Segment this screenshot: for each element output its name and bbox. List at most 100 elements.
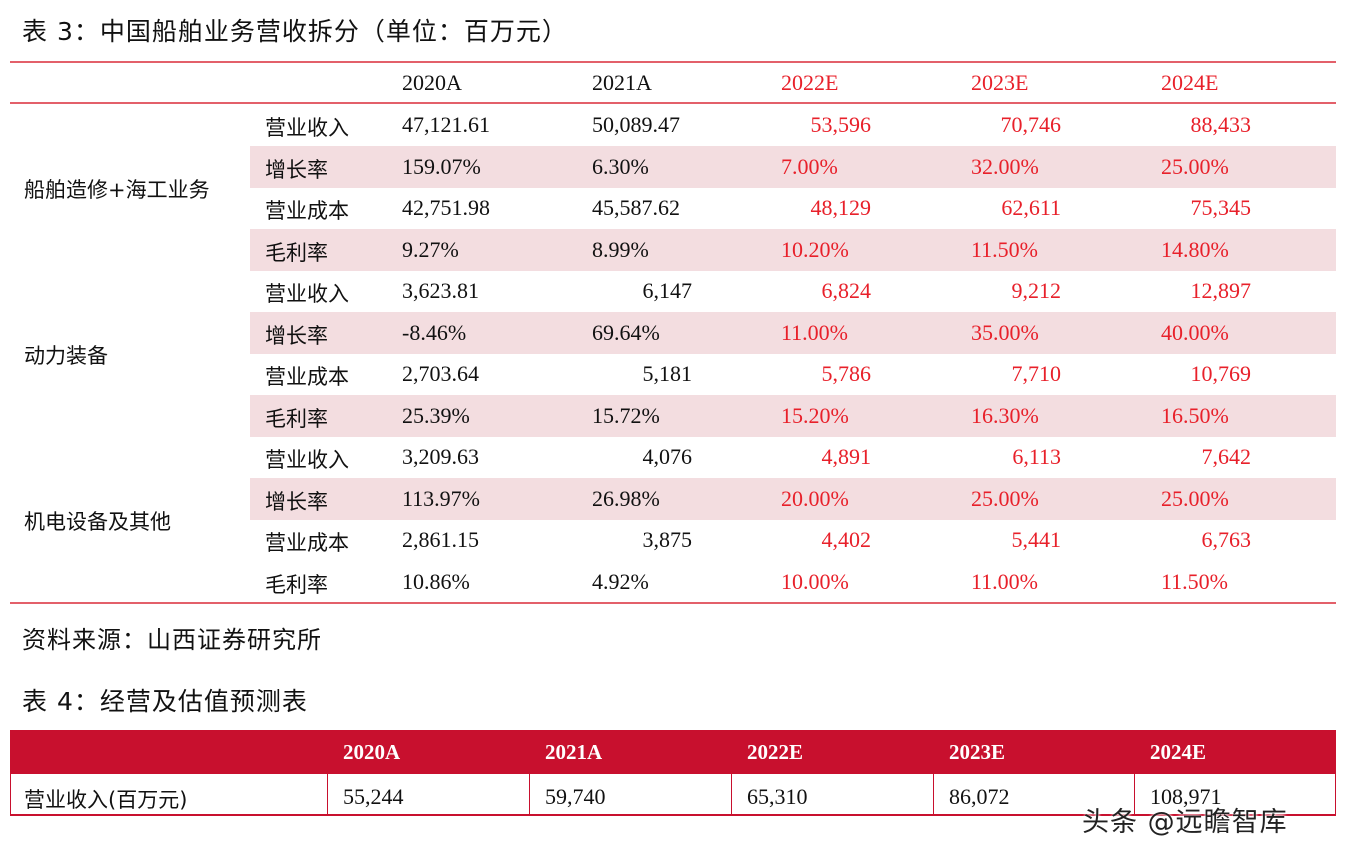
cell-value: 45,587.62 xyxy=(592,195,680,220)
cell-value: 2,861.15 xyxy=(402,527,479,552)
segment-label: 动力装备 xyxy=(24,344,108,368)
cell-value: 6,763 xyxy=(1201,527,1252,552)
cell-value: 25.00% xyxy=(971,486,1039,511)
row-label-revenue: 营业收入(百万元) xyxy=(24,788,188,812)
col-header-2023e: 2023E xyxy=(949,740,1006,764)
cell-value: 113.97% xyxy=(402,486,481,511)
cell-value: 16.30% xyxy=(971,403,1039,428)
cell-value: 70,746 xyxy=(1000,112,1062,137)
table-bottom-rule xyxy=(10,602,1336,604)
cell-value: 26.98% xyxy=(592,486,660,511)
revenue-breakdown-table: 2020A 2021A 2022E 2023E 2024E 船舶造修+海工业务 … xyxy=(10,61,1336,606)
cell-value: 7.00% xyxy=(781,154,838,179)
cell-value: 8.99% xyxy=(592,237,649,262)
cell-value: 9,212 xyxy=(1011,278,1062,303)
cell-value: 32.00% xyxy=(971,154,1039,179)
col-divider xyxy=(933,730,934,816)
col-header-2021a: 2021A xyxy=(545,740,603,764)
table-top-rule xyxy=(10,61,1336,63)
row-band xyxy=(250,146,1336,188)
table-header-rule xyxy=(10,102,1336,104)
cell-value: 3,623.81 xyxy=(402,278,479,303)
row-band xyxy=(250,312,1336,354)
cell-value: 11.50% xyxy=(1161,569,1229,594)
metric-label: 毛利率 xyxy=(265,241,328,265)
cell-value: 159.07% xyxy=(402,154,481,179)
cell-value: 4,076 xyxy=(642,444,693,469)
cell-value: 55,244 xyxy=(343,784,404,809)
cell-value: 59,740 xyxy=(545,784,606,809)
cell-value: 11.00% xyxy=(971,569,1039,594)
cell-value: 10.20% xyxy=(781,237,849,262)
cell-value: 5,441 xyxy=(1011,527,1062,552)
cell-value: 10.86% xyxy=(402,569,470,594)
metric-label: 营业收入 xyxy=(265,116,349,140)
col-header-2020a: 2020A xyxy=(402,70,462,95)
cell-value: 10,769 xyxy=(1190,361,1252,386)
table4-title: 表 4：经营及估值预测表 xyxy=(22,687,308,716)
cell-value: 14.80% xyxy=(1161,237,1229,262)
cell-value: 6,824 xyxy=(821,278,872,303)
cell-value: 6,147 xyxy=(642,278,693,303)
metric-label: 毛利率 xyxy=(265,407,328,431)
cell-value: 15.20% xyxy=(781,403,849,428)
segment-label: 机电设备及其他 xyxy=(24,510,171,534)
cell-value: 86,072 xyxy=(949,784,1010,809)
table3-title: 表 3：中国船舶业务营收拆分（单位：百万元） xyxy=(22,17,568,46)
cell-value: 62,611 xyxy=(1001,195,1061,220)
cell-value: 11.50% xyxy=(971,237,1039,262)
source-note: 资料来源：山西证券研究所 xyxy=(22,626,322,654)
row-band xyxy=(250,229,1336,271)
cell-value: 4.92% xyxy=(592,569,649,594)
cell-value: 47,121.61 xyxy=(402,112,490,137)
row-band xyxy=(250,478,1336,520)
cell-value: 9.27% xyxy=(402,237,459,262)
cell-value: 4,891 xyxy=(821,444,872,469)
cell-value: 50,089.47 xyxy=(592,112,680,137)
cell-value: 40.00% xyxy=(1161,320,1229,345)
row-band xyxy=(250,395,1336,437)
cell-value: 10.00% xyxy=(781,569,849,594)
metric-label: 营业收入 xyxy=(265,448,349,472)
cell-value: 75,345 xyxy=(1190,195,1252,220)
metric-label: 营业成本 xyxy=(265,365,349,389)
metric-label: 增长率 xyxy=(265,158,328,182)
cell-value: 11.00% xyxy=(781,320,849,345)
cell-value: 3,875 xyxy=(642,527,693,552)
forecast-table: 2020A 2021A 2022E 2023E 2024E 营业收入(百万元) … xyxy=(10,730,1336,816)
cell-value: 35.00% xyxy=(971,320,1039,345)
col-header-2023e: 2023E xyxy=(971,70,1029,95)
cell-value: 25.00% xyxy=(1161,486,1229,511)
cell-value: 12,897 xyxy=(1190,278,1252,303)
cell-value: 3,209.63 xyxy=(402,444,479,469)
table-left-rule xyxy=(10,774,11,816)
cell-value: 25.39% xyxy=(402,403,470,428)
cell-value: 6,113 xyxy=(1012,444,1061,469)
col-header-2020a: 2020A xyxy=(343,740,401,764)
metric-label: 营业收入 xyxy=(265,282,349,306)
cell-value: 4,402 xyxy=(821,527,872,552)
table-bottom-rule xyxy=(10,814,1336,816)
col-header-2021a: 2021A xyxy=(592,70,652,95)
cell-value: 108,971 xyxy=(1150,784,1222,809)
cell-value: 20.00% xyxy=(781,486,849,511)
watermark-text: 头条 @远瞻智库 xyxy=(1082,807,1288,838)
cell-value: 25.00% xyxy=(1161,154,1229,179)
col-header-2022e: 2022E xyxy=(747,740,804,764)
col-header-2022e: 2022E xyxy=(781,70,839,95)
cell-value: 16.50% xyxy=(1161,403,1229,428)
cell-value: 6.30% xyxy=(592,154,649,179)
metric-label: 毛利率 xyxy=(265,573,328,597)
col-divider xyxy=(1134,730,1135,816)
cell-value: 7,642 xyxy=(1201,444,1252,469)
col-divider xyxy=(529,730,530,816)
cell-value: 53,596 xyxy=(810,112,872,137)
metric-label: 增长率 xyxy=(265,324,328,348)
segment-label: 船舶造修+海工业务 xyxy=(24,178,210,202)
col-divider xyxy=(327,730,328,816)
metric-label: 营业成本 xyxy=(265,531,349,555)
cell-value: 2,703.64 xyxy=(402,361,479,386)
cell-value: -8.46% xyxy=(402,320,467,345)
table-right-rule xyxy=(1335,774,1336,816)
col-header-2024e: 2024E xyxy=(1161,70,1219,95)
